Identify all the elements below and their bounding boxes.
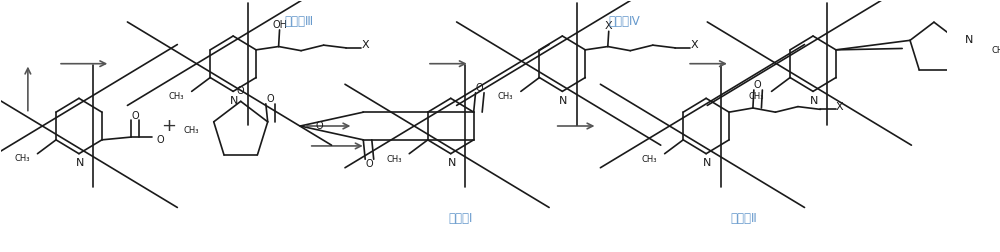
Text: OH: OH	[272, 20, 287, 30]
Text: 化合物Ⅳ: 化合物Ⅳ	[608, 15, 640, 28]
Text: N: N	[965, 35, 973, 45]
Text: O: O	[754, 80, 761, 90]
Text: 化合物Ⅱ: 化合物Ⅱ	[731, 212, 757, 225]
Text: N: N	[230, 96, 238, 106]
Text: CH₃: CH₃	[991, 46, 1000, 54]
Text: CH₃: CH₃	[498, 92, 513, 101]
Text: N: N	[810, 96, 818, 106]
Text: O: O	[131, 111, 139, 121]
Text: O: O	[365, 159, 373, 169]
Text: CH₃: CH₃	[169, 92, 184, 101]
Text: O: O	[476, 83, 483, 93]
Text: N: N	[76, 159, 84, 168]
Text: O: O	[156, 135, 164, 145]
Text: O: O	[237, 86, 245, 96]
Text: CH₃: CH₃	[748, 92, 764, 101]
Text: X: X	[361, 40, 369, 50]
Text: O: O	[315, 121, 323, 131]
Text: X: X	[605, 21, 613, 31]
Text: O: O	[267, 94, 274, 104]
Text: 化合物Ⅲ: 化合物Ⅲ	[285, 15, 314, 28]
Text: CH₃: CH₃	[642, 155, 657, 164]
Text: CH₃: CH₃	[183, 126, 199, 135]
Text: N: N	[703, 159, 711, 168]
Text: CH₃: CH₃	[14, 154, 30, 163]
Text: X: X	[836, 102, 843, 112]
Text: N: N	[447, 159, 456, 168]
Text: +: +	[161, 117, 176, 135]
Text: N: N	[559, 96, 567, 106]
Text: 化合物Ⅰ: 化合物Ⅰ	[448, 212, 472, 225]
Text: CH₃: CH₃	[386, 155, 402, 164]
Text: X: X	[690, 40, 698, 50]
